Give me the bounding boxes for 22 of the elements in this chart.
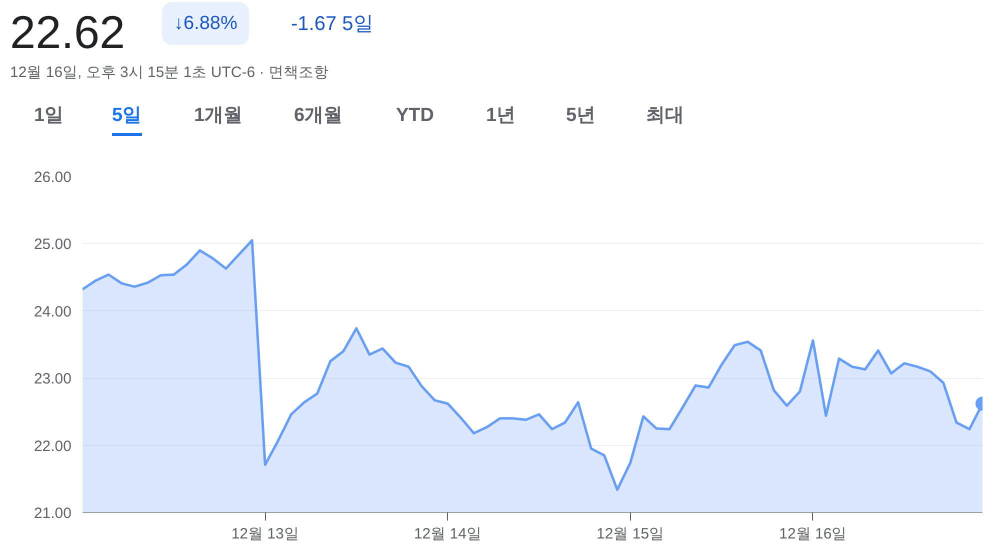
text: 최대 xyxy=(646,104,684,128)
text: ↓6.88% xyxy=(162,2,250,46)
x-tick-label: 12월 16일 xyxy=(779,526,847,542)
text: 1일 xyxy=(34,104,64,128)
y-tick-label: 23.00 xyxy=(34,370,72,388)
chart-subtitle: 12월 16일, 오후 3시 15분 1초 UTC-6 · 면책조항 xyxy=(10,63,328,83)
x-tick-label: 12월 14일 xyxy=(414,526,482,542)
text: 5일 xyxy=(112,102,142,136)
text: 1개월 xyxy=(194,104,243,128)
x-tick-label: 12월 13일 xyxy=(231,526,299,542)
text: 5년 xyxy=(566,104,596,128)
text: 6개월 xyxy=(294,104,343,128)
text: 1년 xyxy=(486,104,516,128)
y-tick-label: 25.00 xyxy=(34,236,72,254)
y-tick-label: 21.00 xyxy=(34,505,72,522)
y-tick-label: 22.00 xyxy=(34,438,72,455)
x-tick-label: 12월 15일 xyxy=(596,526,664,542)
chart-title: 22.62 xyxy=(10,5,126,60)
y-tick-label: 26.00 xyxy=(34,169,72,186)
text: -1.67 5일 xyxy=(291,12,374,37)
y-tick-label: 24.00 xyxy=(34,303,72,320)
text: YTD xyxy=(396,104,434,128)
